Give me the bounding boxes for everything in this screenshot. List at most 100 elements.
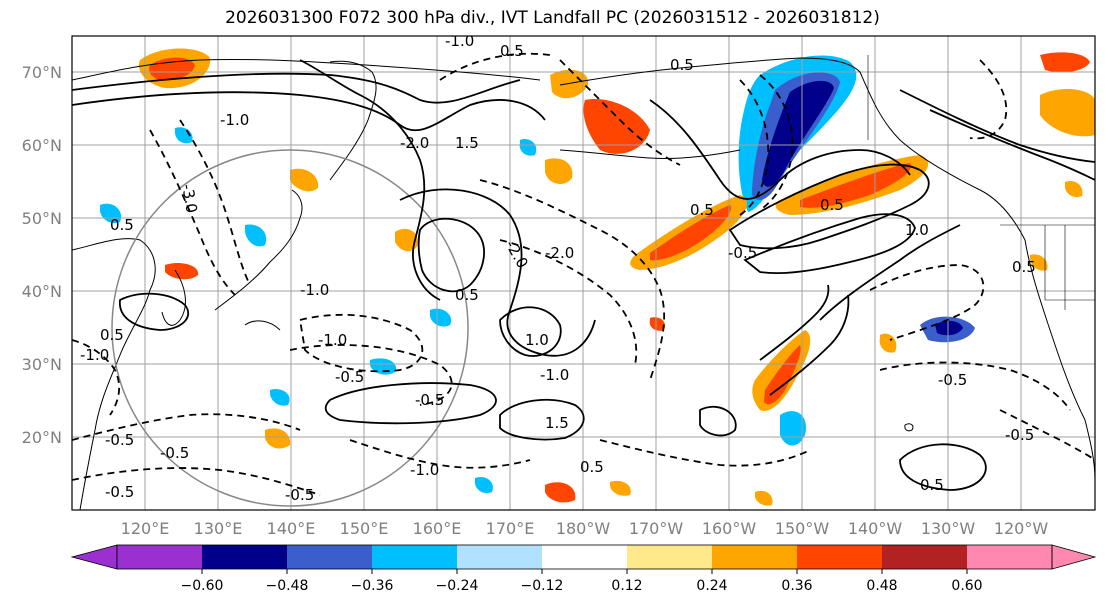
shade-red-gulf — [800, 163, 911, 208]
contour-label: 1.5 — [455, 134, 479, 152]
lat-label: 30°N — [22, 355, 62, 374]
contours-solid — [72, 59, 1095, 491]
lon-label: 150°E — [340, 519, 389, 538]
colorbar-segment — [542, 545, 627, 569]
shade-red-japan — [165, 263, 199, 280]
contour-solid-12 — [499, 398, 585, 441]
coastline-korea — [161, 269, 186, 326]
shade-red-pacific — [650, 205, 731, 261]
shade-blue-small2 — [519, 139, 537, 156]
contour-solid-8 — [728, 163, 930, 250]
range-circle — [111, 149, 469, 507]
border-states — [1044, 225, 1095, 310]
contour-label: 1.0 — [905, 221, 929, 239]
contour-solid-6 — [499, 306, 562, 357]
contour-label: 1.0 — [525, 331, 549, 349]
contour-dashed-13 — [72, 467, 321, 496]
contour-dashed-8 — [739, 79, 770, 216]
contour-label: -0.5 — [415, 391, 444, 409]
colorbar: −0.60 −0.48 −0.36 −0.24 −0.12 0.12 0.24 … — [70, 544, 1097, 594]
shade-orange-sw — [265, 428, 291, 449]
map-frame — [71, 35, 1096, 511]
shade-orange-mid2 — [545, 158, 573, 184]
coastline-aleutians — [559, 149, 741, 160]
shade-orange-ne — [1040, 88, 1095, 137]
lat-label: 40°N — [22, 282, 62, 301]
map-panel: -1.0 0.5 -3.0 -1.0 -2.0 1.5 -2.0 -1.0 0.… — [71, 35, 1096, 511]
contour-label: -1.0 — [318, 331, 347, 349]
contour-solid-19 — [769, 294, 850, 396]
contour-dashed-16 — [72, 339, 121, 416]
coastline-asia — [72, 238, 156, 510]
shade-blue-mid2 — [430, 308, 452, 327]
contours-dashed — [72, 52, 1095, 496]
coastline-japan — [214, 189, 303, 331]
lat-label: 50°N — [22, 209, 62, 228]
contour-solid-11 — [324, 382, 497, 425]
lon-label: 120°W — [994, 519, 1049, 538]
contour-dashed-1 — [179, 119, 251, 286]
contour-label: -1.0 — [220, 111, 249, 129]
lat-label: 60°N — [22, 136, 62, 155]
lon-label: 130°E — [194, 519, 243, 538]
shade-orange-mid — [395, 228, 419, 252]
contour-labels: -1.0 0.5 -3.0 -1.0 -2.0 1.5 -2.0 -1.0 0.… — [80, 36, 1036, 504]
coastline-na-west — [1024, 239, 1095, 481]
shade-blue-small3 — [270, 389, 290, 406]
colorbar-tick-label: 0.36 — [781, 578, 812, 594]
shade-orange-asia — [550, 69, 589, 99]
lon-label: 160°W — [702, 519, 757, 538]
colorbar-tick-label: −0.12 — [521, 578, 564, 594]
colorbar-segment — [117, 545, 202, 569]
shade-darkblue-alaska — [762, 80, 834, 187]
contour-dashed-17 — [439, 52, 551, 81]
latitude-labels: 70°N 60°N 50°N 40°N 30°N 20°N — [22, 63, 62, 447]
contour-label: 0.5 — [920, 476, 944, 494]
lat-label: 70°N — [22, 63, 62, 82]
contour-label: -0.5 — [285, 486, 314, 504]
contour-solid-17 — [929, 109, 1095, 181]
contour-label: -1.0 — [300, 281, 329, 299]
contour-solid-16 — [899, 89, 1095, 163]
contour-label: -0.5 — [938, 371, 967, 389]
colorbar-tick-label: 0.24 — [696, 578, 727, 594]
contour-dashed-7 — [559, 59, 681, 166]
shade-navy-east — [935, 320, 963, 336]
contour-solid-1 — [72, 72, 521, 104]
shade-blue-japan — [245, 224, 267, 247]
shade-red-aleutian — [583, 99, 650, 154]
contour-label: -2.0 — [400, 134, 429, 152]
contour-label: -3.0 — [178, 183, 201, 215]
shade-orange-small7 — [1064, 180, 1083, 198]
contour-label: 1.5 — [545, 414, 569, 432]
shade-blue-small4 — [474, 476, 493, 494]
colorbar-tick-label: 0.48 — [866, 578, 897, 594]
colorbar-tick-label: 0.60 — [951, 578, 982, 594]
lon-label: 120°E — [121, 519, 170, 538]
lon-label: 170°W — [629, 519, 684, 538]
contour-dashed-10 — [869, 264, 985, 341]
contour-label: 0.5 — [100, 326, 124, 344]
colorbar-segment — [797, 545, 882, 569]
coastline-alaska — [559, 57, 1026, 241]
colorbar-frame — [116, 544, 1053, 570]
contour-label: -0.5 — [160, 444, 189, 462]
lon-label: 180°W — [556, 519, 611, 538]
coastlines — [72, 57, 1095, 510]
colorbar-segment — [882, 545, 967, 569]
colorbar-segment — [627, 545, 712, 569]
contour-label: -0.5 — [105, 483, 134, 501]
lon-label: 150°W — [775, 519, 830, 538]
contour-dashed-18 — [969, 59, 1008, 140]
contour-solid-5 — [399, 188, 596, 357]
contour-solid-3 — [299, 59, 441, 301]
contour-label: 0.5 — [110, 216, 134, 234]
contour-label: -0.5 — [1005, 426, 1034, 444]
shade-orange-small5 — [649, 317, 666, 331]
longitude-labels: 120°E 130°E 140°E 150°E 160°E 170°E 180°… — [121, 519, 1049, 538]
shade-orange-japan — [290, 168, 319, 192]
contour-label: -0.5 — [335, 368, 364, 386]
colorbar-segment — [457, 545, 542, 569]
lon-label: 160°E — [413, 519, 462, 538]
coastline-siberia — [72, 58, 541, 81]
